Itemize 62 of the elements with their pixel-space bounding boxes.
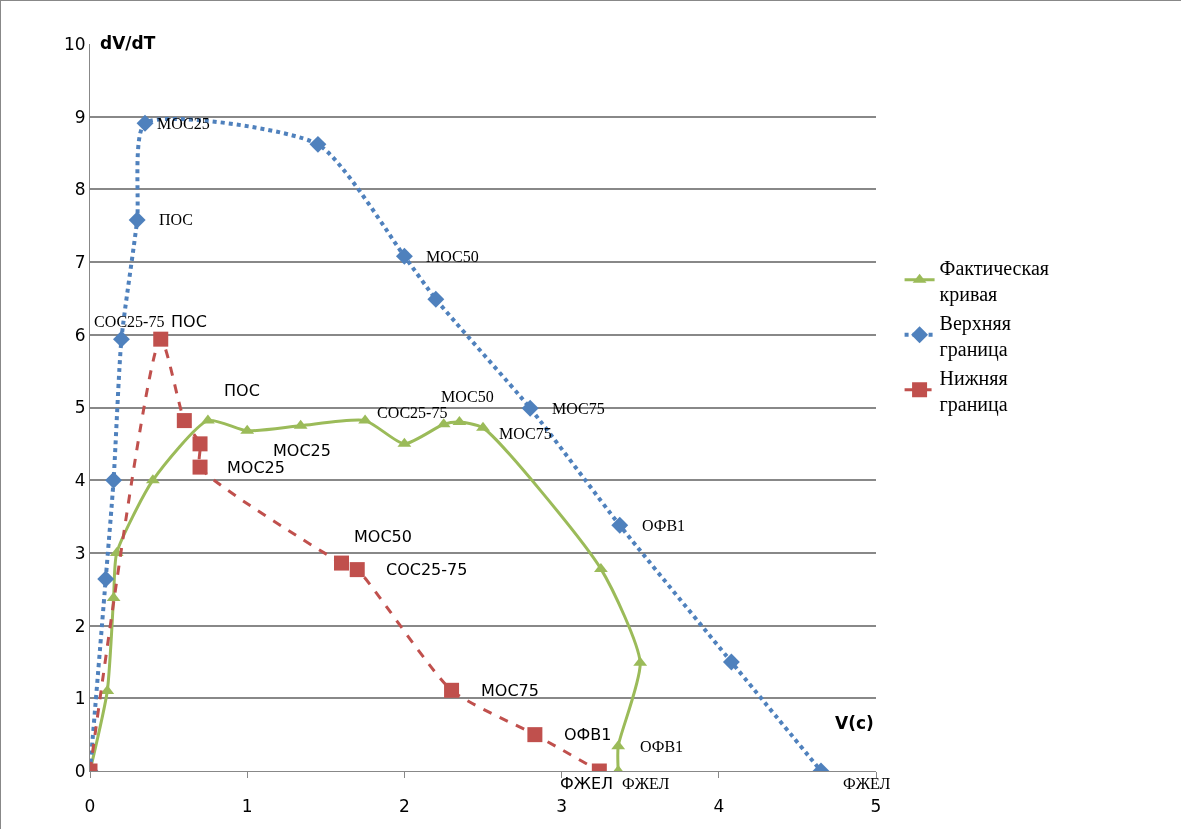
point bbox=[349, 562, 365, 578]
point bbox=[105, 471, 123, 489]
y-tick-label: 4 bbox=[74, 470, 86, 491]
annotation: МОС75 bbox=[499, 425, 552, 442]
annotation: ПОС bbox=[159, 211, 193, 228]
annotation: СОС25-75 bbox=[377, 404, 448, 421]
annotation: ФЖЕЛ bbox=[560, 774, 614, 793]
y-tick-label: 7 bbox=[74, 252, 86, 273]
annotation: ОФВ1 bbox=[640, 738, 684, 755]
legend-label: Фактическая кривая bbox=[939, 256, 1049, 306]
point bbox=[395, 247, 413, 265]
y-tick-label: 3 bbox=[74, 542, 86, 563]
annotation: СОС25-75 bbox=[386, 560, 468, 579]
annotation: МОС25 bbox=[273, 441, 331, 460]
y-tick-label: 5 bbox=[74, 397, 86, 418]
y-tick-label: 6 bbox=[74, 324, 86, 345]
annotation: ПОС bbox=[224, 381, 260, 400]
x-tick-label: 1 bbox=[241, 796, 253, 817]
y-tick-label: 10 bbox=[63, 33, 86, 54]
point bbox=[444, 682, 460, 698]
annotation: МОС75 bbox=[552, 400, 605, 417]
annotation: СОС25-75 bbox=[94, 313, 165, 330]
x-tick-label: 5 bbox=[870, 796, 882, 817]
y-tick-label: 1 bbox=[74, 688, 86, 709]
point bbox=[722, 653, 740, 671]
annotation: МОС50 bbox=[354, 527, 412, 546]
point bbox=[128, 211, 146, 229]
x-axis-title: V(c) bbox=[835, 713, 874, 733]
legend-label: Нижняя граница bbox=[939, 366, 1008, 416]
annotation: МОС25 bbox=[227, 458, 285, 477]
point bbox=[309, 135, 327, 153]
x-tick-label: 3 bbox=[556, 796, 568, 817]
annotation: ФЖЕЛ bbox=[843, 775, 891, 792]
point bbox=[136, 114, 154, 132]
point bbox=[192, 459, 208, 475]
annotation: ПОС bbox=[171, 312, 207, 331]
point bbox=[112, 330, 130, 348]
point bbox=[334, 555, 350, 571]
point bbox=[192, 436, 208, 452]
annotation: МОС25 bbox=[157, 115, 210, 132]
point bbox=[176, 413, 192, 429]
annotation: МОС75 bbox=[481, 681, 539, 700]
y-tick-label: 9 bbox=[74, 106, 86, 127]
point bbox=[476, 421, 490, 431]
x-tick-label: 4 bbox=[713, 796, 725, 817]
y-tick-label: 2 bbox=[74, 615, 86, 636]
point bbox=[97, 570, 115, 588]
annotation: МОС50 bbox=[426, 248, 479, 265]
point bbox=[611, 516, 629, 534]
annotation: ОФВ1 bbox=[642, 517, 686, 534]
point bbox=[527, 727, 543, 743]
point bbox=[521, 399, 539, 417]
y-tick-label: 8 bbox=[74, 179, 86, 200]
point bbox=[153, 331, 169, 347]
annotation: ОФВ1 bbox=[564, 725, 612, 744]
y-axis-title: dV/dT bbox=[100, 33, 156, 53]
point bbox=[427, 290, 445, 308]
x-tick-label: 2 bbox=[398, 796, 410, 817]
legend-label: Верхняя граница bbox=[939, 311, 1011, 361]
annotation: ФЖЕЛ bbox=[622, 775, 670, 792]
y-tick-label: 0 bbox=[74, 760, 86, 781]
annotation: МОС50 bbox=[441, 388, 494, 405]
